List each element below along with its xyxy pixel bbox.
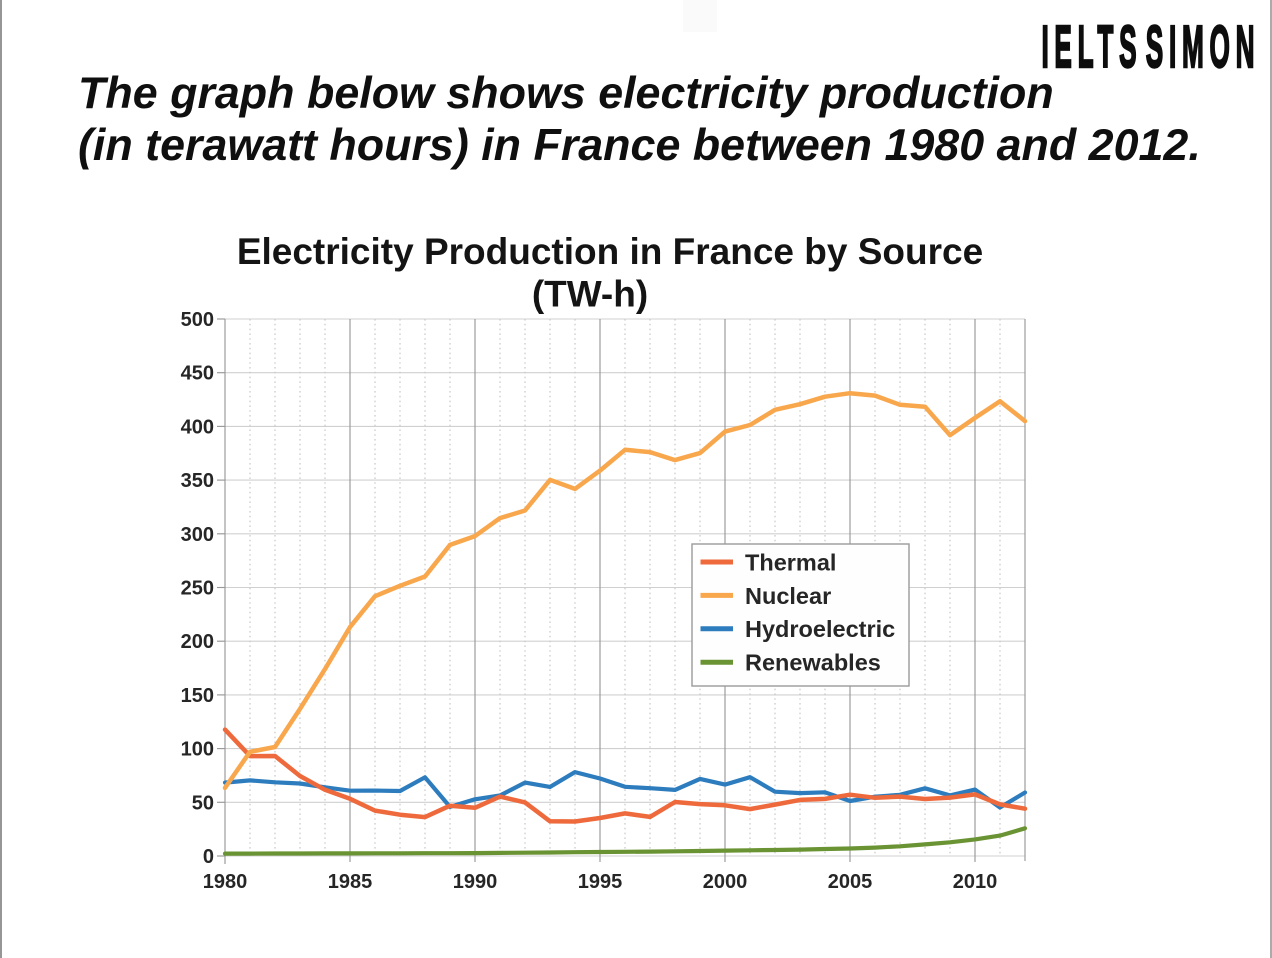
- svg-text:200: 200: [181, 631, 214, 653]
- svg-text:(TW-h): (TW-h): [532, 274, 648, 315]
- svg-text:1985: 1985: [328, 871, 373, 893]
- svg-text:Hydroelectric: Hydroelectric: [745, 616, 895, 642]
- svg-text:2005: 2005: [828, 871, 873, 893]
- svg-text:2010: 2010: [953, 871, 998, 893]
- svg-text:500: 500: [181, 309, 214, 331]
- svg-text:400: 400: [181, 416, 214, 438]
- svg-text:450: 450: [181, 363, 214, 385]
- svg-text:Electricity Production in Fran: Electricity Production in France by Sour…: [237, 231, 983, 272]
- svg-text:50: 50: [192, 792, 214, 814]
- svg-text:350: 350: [181, 470, 214, 492]
- svg-text:1995: 1995: [578, 871, 623, 893]
- svg-text:1980: 1980: [203, 871, 248, 893]
- svg-text:1990: 1990: [453, 871, 498, 893]
- svg-text:300: 300: [181, 524, 214, 546]
- svg-text:150: 150: [181, 685, 214, 707]
- svg-text:Renewables: Renewables: [745, 650, 881, 676]
- svg-text:Thermal: Thermal: [745, 549, 836, 575]
- svg-text:0: 0: [203, 846, 214, 868]
- svg-text:250: 250: [181, 578, 214, 600]
- svg-text:Nuclear: Nuclear: [745, 583, 831, 609]
- svg-text:100: 100: [181, 739, 214, 761]
- svg-text:2000: 2000: [703, 871, 748, 893]
